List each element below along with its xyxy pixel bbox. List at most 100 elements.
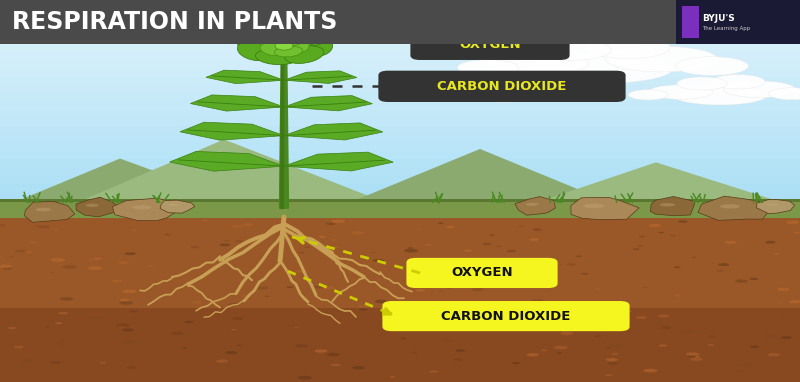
Bar <box>0 175 800 183</box>
Ellipse shape <box>594 335 602 337</box>
Ellipse shape <box>660 203 675 206</box>
Ellipse shape <box>38 225 50 228</box>
Ellipse shape <box>556 352 562 354</box>
Ellipse shape <box>116 324 130 327</box>
Bar <box>0 199 800 202</box>
Ellipse shape <box>446 271 460 274</box>
Ellipse shape <box>488 52 589 74</box>
Ellipse shape <box>224 240 230 241</box>
Ellipse shape <box>498 80 537 91</box>
Ellipse shape <box>643 287 648 288</box>
Polygon shape <box>515 197 555 215</box>
Bar <box>0 167 800 175</box>
Ellipse shape <box>724 81 795 97</box>
Ellipse shape <box>512 362 520 364</box>
Polygon shape <box>520 162 800 208</box>
Ellipse shape <box>707 344 714 346</box>
Ellipse shape <box>89 259 94 261</box>
Ellipse shape <box>424 314 431 316</box>
Ellipse shape <box>633 248 640 250</box>
Ellipse shape <box>256 286 268 290</box>
Ellipse shape <box>332 246 340 248</box>
Ellipse shape <box>401 338 406 339</box>
Ellipse shape <box>326 222 336 225</box>
Ellipse shape <box>495 245 502 247</box>
Ellipse shape <box>294 327 298 328</box>
Ellipse shape <box>88 266 102 270</box>
Bar <box>0 192 800 200</box>
Ellipse shape <box>147 265 154 267</box>
Ellipse shape <box>447 288 452 289</box>
Polygon shape <box>64 139 400 208</box>
Ellipse shape <box>560 332 574 335</box>
Ellipse shape <box>26 251 32 253</box>
Ellipse shape <box>9 256 14 257</box>
Ellipse shape <box>351 231 365 235</box>
Ellipse shape <box>225 351 237 354</box>
Ellipse shape <box>371 252 375 253</box>
Ellipse shape <box>648 85 713 99</box>
Ellipse shape <box>464 250 473 252</box>
Ellipse shape <box>296 270 307 273</box>
Ellipse shape <box>533 228 542 231</box>
Ellipse shape <box>470 89 538 102</box>
Ellipse shape <box>429 370 438 373</box>
Ellipse shape <box>58 312 69 315</box>
Ellipse shape <box>330 364 341 366</box>
Ellipse shape <box>794 232 800 233</box>
Polygon shape <box>160 200 194 213</box>
Ellipse shape <box>533 40 611 60</box>
Text: The Learning App: The Learning App <box>702 26 750 31</box>
Bar <box>0 184 800 192</box>
Ellipse shape <box>260 36 285 49</box>
Bar <box>0 77 800 85</box>
Bar <box>0 151 800 159</box>
Ellipse shape <box>720 204 740 209</box>
Ellipse shape <box>196 291 202 293</box>
Ellipse shape <box>298 252 305 253</box>
Ellipse shape <box>606 374 613 376</box>
Ellipse shape <box>182 347 187 348</box>
Ellipse shape <box>583 204 604 208</box>
Ellipse shape <box>126 340 135 343</box>
Ellipse shape <box>537 286 542 288</box>
Ellipse shape <box>228 303 240 306</box>
Ellipse shape <box>231 225 242 228</box>
Ellipse shape <box>566 263 577 266</box>
Ellipse shape <box>472 288 484 291</box>
Ellipse shape <box>526 353 539 356</box>
Ellipse shape <box>260 43 285 56</box>
Ellipse shape <box>231 329 236 330</box>
Ellipse shape <box>550 325 559 327</box>
Ellipse shape <box>185 321 194 323</box>
Ellipse shape <box>99 362 106 364</box>
Ellipse shape <box>333 255 340 257</box>
Ellipse shape <box>741 363 754 367</box>
Ellipse shape <box>390 376 395 377</box>
Ellipse shape <box>490 320 497 322</box>
Ellipse shape <box>778 288 790 291</box>
Ellipse shape <box>789 300 800 303</box>
Ellipse shape <box>455 349 466 352</box>
Polygon shape <box>284 152 394 171</box>
Ellipse shape <box>202 220 207 221</box>
Ellipse shape <box>322 286 334 290</box>
Text: RESPIRATION IN PLANTS: RESPIRATION IN PLANTS <box>12 10 338 34</box>
Polygon shape <box>279 40 283 208</box>
Polygon shape <box>0 159 256 208</box>
Ellipse shape <box>295 344 309 348</box>
Ellipse shape <box>286 286 294 288</box>
Ellipse shape <box>686 353 699 356</box>
Ellipse shape <box>274 46 302 57</box>
Ellipse shape <box>554 346 568 350</box>
Ellipse shape <box>586 36 670 58</box>
Ellipse shape <box>438 222 444 224</box>
Ellipse shape <box>35 225 41 227</box>
Ellipse shape <box>132 230 137 231</box>
Ellipse shape <box>0 224 6 226</box>
Ellipse shape <box>526 203 538 206</box>
Ellipse shape <box>735 280 748 283</box>
Ellipse shape <box>120 299 130 301</box>
Ellipse shape <box>687 355 696 357</box>
Ellipse shape <box>778 302 783 303</box>
